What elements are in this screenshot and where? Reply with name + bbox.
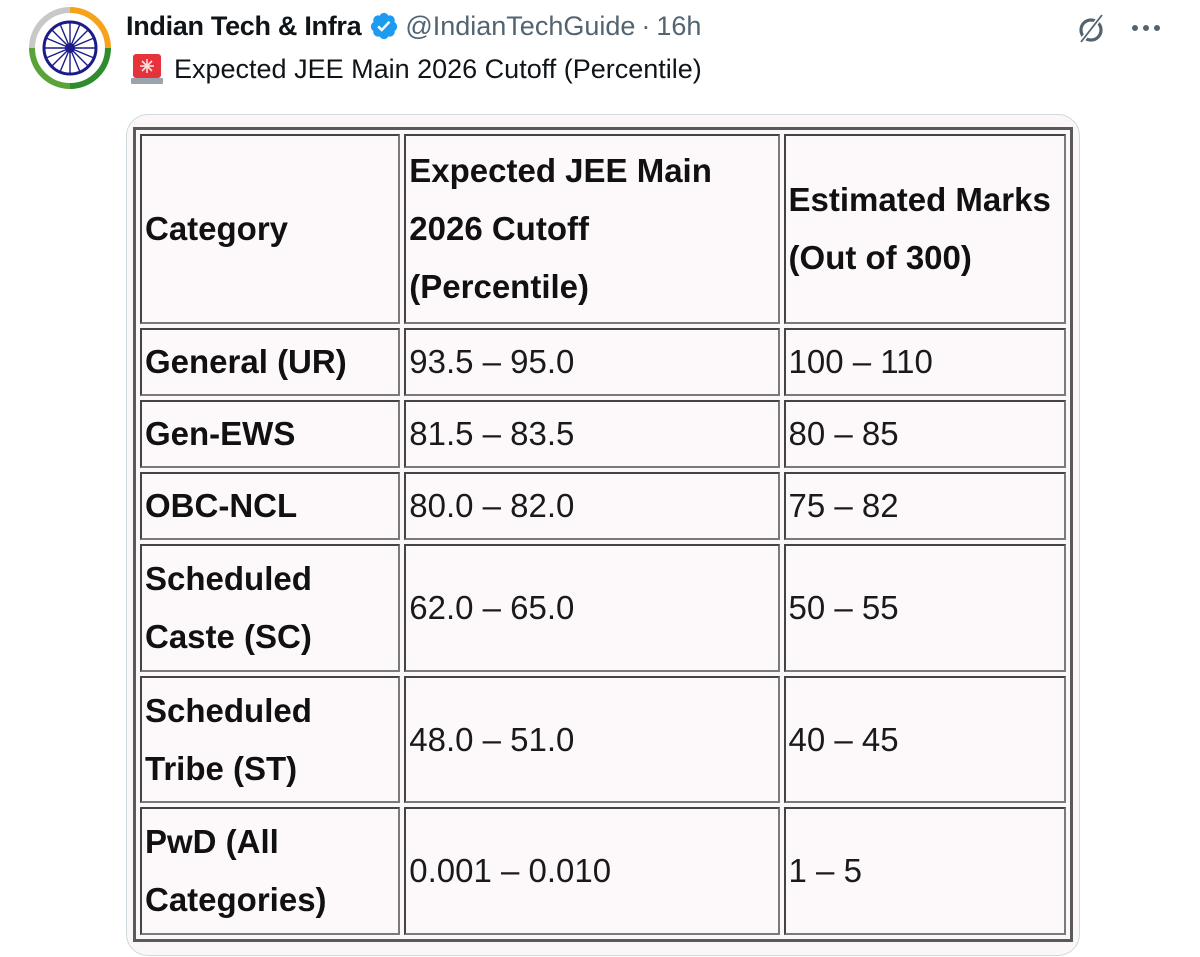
cell-marks: 40 – 45 xyxy=(783,675,1066,804)
cell-category: Scheduled Caste (SC) xyxy=(140,544,401,672)
tweet-text: Expected JEE Main 2026 Cutoff (Percentil… xyxy=(130,52,702,86)
timestamp[interactable]: 16h xyxy=(656,10,702,41)
separator-dot: · xyxy=(641,10,651,41)
table-row: General (UR) 93.5 – 95.0 100 – 110 xyxy=(140,328,1066,397)
header-percentile: Expected JEE Main 2026 Cutoff (Percentil… xyxy=(404,134,780,325)
rotating-light-icon xyxy=(131,54,163,84)
cell-category: OBC-NCL xyxy=(140,472,401,541)
more-options-button[interactable] xyxy=(1126,8,1166,48)
cell-category: General (UR) xyxy=(140,328,401,397)
more-dot-icon xyxy=(1154,25,1160,31)
cell-category: Gen-EWS xyxy=(140,400,401,469)
more-dot-icon xyxy=(1143,25,1149,31)
grok-icon xyxy=(1078,12,1105,45)
table-header-row: Category Expected JEE Main 2026 Cutoff (… xyxy=(140,134,1066,325)
cell-percentile: 48.0 – 51.0 xyxy=(404,675,780,804)
verified-badge-icon xyxy=(371,12,398,40)
cell-percentile: 80.0 – 82.0 xyxy=(404,472,780,541)
table-row: Gen-EWS 81.5 – 83.5 80 – 85 xyxy=(140,400,1066,469)
header-marks: Estimated Marks (Out of 300) xyxy=(783,134,1066,325)
tweet-body-text: Expected JEE Main 2026 Cutoff (Percentil… xyxy=(174,53,702,84)
cell-category: PwD (All Categories) xyxy=(140,807,401,935)
grok-button[interactable] xyxy=(1072,8,1112,48)
cutoff-table: Category Expected JEE Main 2026 Cutoff (… xyxy=(133,127,1073,942)
indian-flag-chakra-icon xyxy=(29,7,111,89)
cell-marks: 80 – 85 xyxy=(783,400,1066,469)
table-row: Scheduled Caste (SC) 62.0 – 65.0 50 – 55 xyxy=(140,544,1066,672)
cell-percentile: 0.001 – 0.010 xyxy=(404,807,780,935)
table-row: PwD (All Categories) 0.001 – 0.010 1 – 5 xyxy=(140,807,1066,935)
table-row: OBC-NCL 80.0 – 82.0 75 – 82 xyxy=(140,472,1066,541)
cell-marks: 100 – 110 xyxy=(783,328,1066,397)
cell-percentile: 93.5 – 95.0 xyxy=(404,328,780,397)
cell-percentile: 62.0 – 65.0 xyxy=(404,544,780,672)
header-category: Category xyxy=(140,134,401,325)
author-handle[interactable]: @IndianTechGuide xyxy=(405,10,636,41)
tweet-image[interactable]: Category Expected JEE Main 2026 Cutoff (… xyxy=(126,114,1080,956)
cell-marks: 75 – 82 xyxy=(783,472,1066,541)
cell-marks: 1 – 5 xyxy=(783,807,1066,935)
tweet-header: Indian Tech & Infra @IndianTechGuide · 1… xyxy=(126,8,701,44)
author-name[interactable]: Indian Tech & Infra xyxy=(126,10,362,41)
avatar[interactable] xyxy=(28,6,112,90)
cell-marks: 50 – 55 xyxy=(783,544,1066,672)
more-dot-icon xyxy=(1132,25,1138,31)
cell-category: Scheduled Tribe (ST) xyxy=(140,675,401,804)
table-row: Scheduled Tribe (ST) 48.0 – 51.0 40 – 45 xyxy=(140,675,1066,804)
cell-percentile: 81.5 – 83.5 xyxy=(404,400,780,469)
